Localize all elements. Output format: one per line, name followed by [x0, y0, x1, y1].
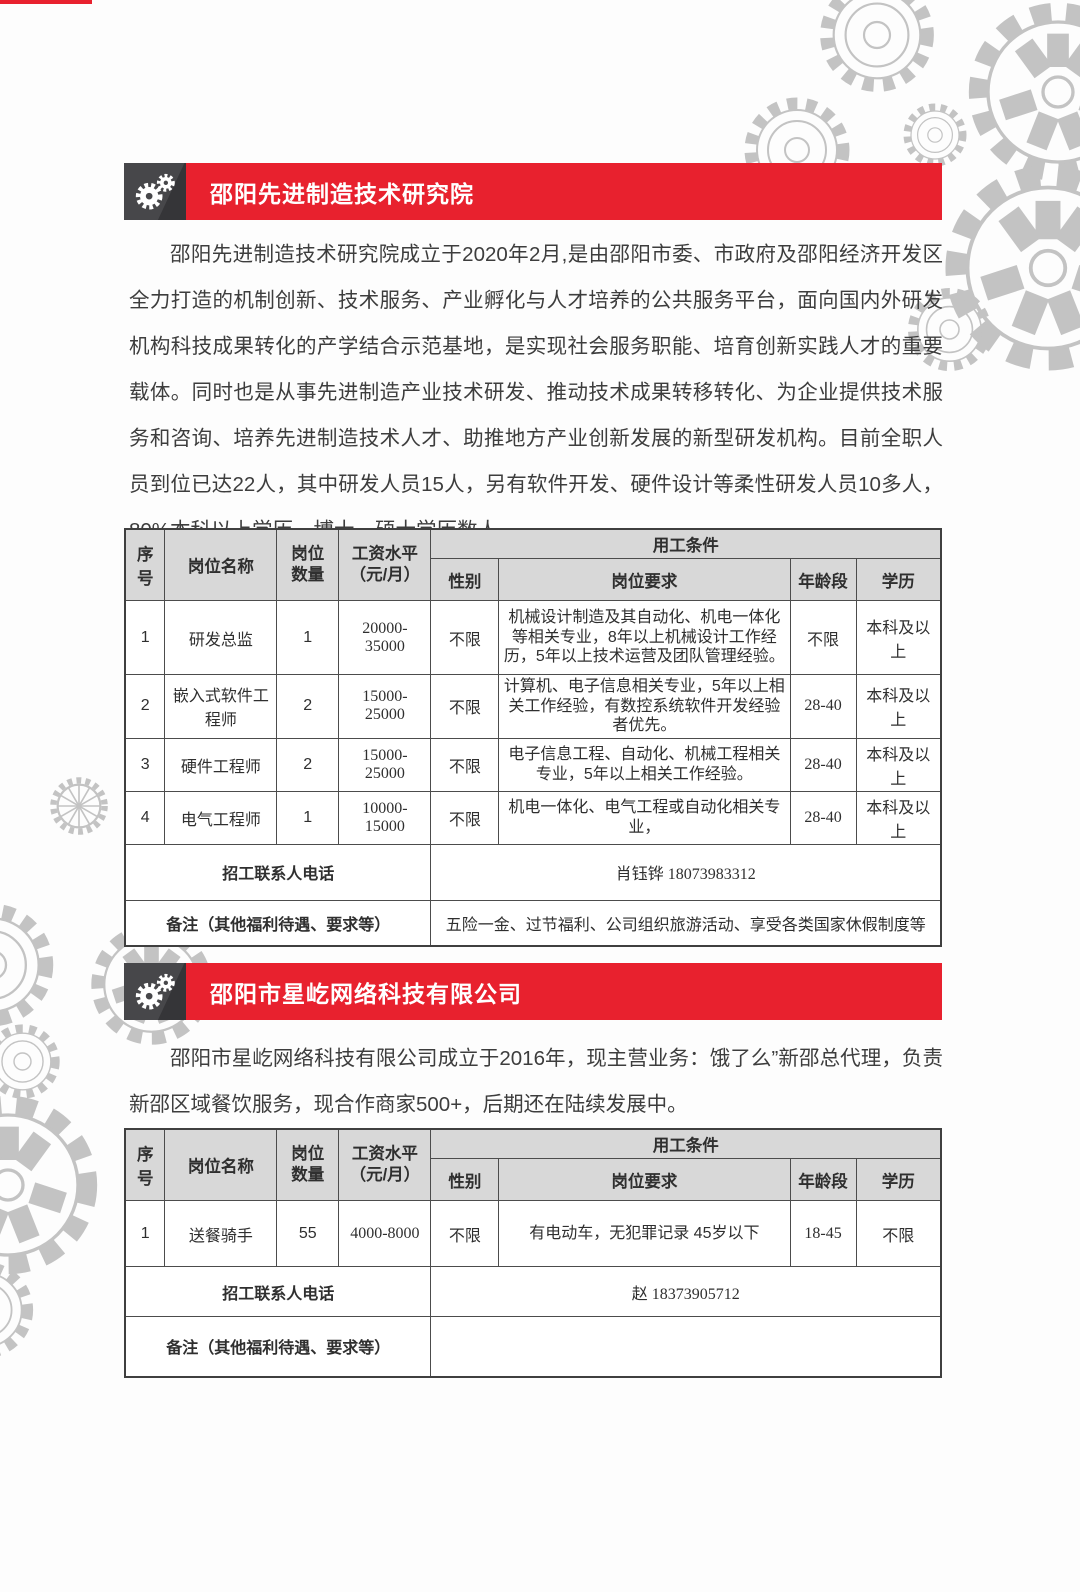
col-header-gender: 性别 — [430, 1158, 500, 1201]
cell-requirements: 计算机、电子信息相关专业，5年以上相关工作经验，有数控系统软件开发经验者优先。 — [498, 674, 791, 739]
cell-education: 本科及以上 — [855, 790, 942, 845]
cell-education: 本科及以上 — [855, 600, 942, 675]
top-red-strip — [0, 0, 92, 4]
col-header-position: 岗位名称 — [164, 1128, 278, 1201]
cell-requirements: 电子信息工程、自动化、机械工程相关专业，5年以上相关工作经验。 — [498, 737, 791, 792]
contact-label: 招工联系人电话 — [124, 1266, 432, 1317]
col-header-conditions: 用工条件 — [430, 528, 942, 559]
col-header-requirements: 岗位要求 — [498, 558, 791, 601]
section-research-institute: 邵阳先进制造技术研究院 — [124, 163, 942, 220]
cell-age: 28-40 — [789, 737, 857, 792]
cell-salary: 10000-15000 — [338, 790, 432, 845]
gears-icon — [135, 173, 175, 209]
cell-gender: 不限 — [430, 1200, 500, 1267]
banner-red-bar: 邵阳市星屹网络科技有限公司 — [186, 963, 942, 1020]
cell-quantity: 2 — [276, 737, 340, 792]
cell-gender: 不限 — [430, 674, 500, 739]
col-header-salary: 工资水平 （元/月） — [338, 528, 432, 601]
remark-label: 备注（其他福利待遇、要求等） — [124, 1316, 432, 1377]
cell-position: 嵌入式软件工程师 — [164, 674, 278, 739]
cell-index: 4 — [124, 790, 166, 845]
cell-quantity: 1 — [276, 600, 340, 675]
contact-label: 招工联系人电话 — [124, 843, 432, 901]
remark-value — [430, 1316, 942, 1377]
cell-age: 28-40 — [789, 790, 857, 845]
cell-position: 电气工程师 — [164, 790, 278, 845]
cell-index: 2 — [124, 674, 166, 739]
cell-education: 本科及以上 — [855, 737, 942, 792]
table-row: 1 研发总监 1 20000-35000 不限 机械设计制造及其自动化、机电一体… — [124, 600, 942, 675]
col-header-education: 学历 — [855, 1158, 942, 1201]
contact-row: 招工联系人电话 赵 18373905712 — [124, 1266, 942, 1317]
cell-position: 硬件工程师 — [164, 737, 278, 792]
col-header-conditions: 用工条件 — [430, 1128, 942, 1159]
remark-row: 备注（其他福利待遇、要求等） — [124, 1316, 942, 1377]
remark-value: 五险一金、过节福利、公司组织旅游活动、享受各类国家休假制度等 — [430, 899, 942, 947]
col-header-gender: 性别 — [430, 558, 500, 601]
cell-requirements: 有电动车，无犯罪记录 45岁以下 — [498, 1200, 791, 1267]
col-header-index: 序号 — [124, 528, 166, 601]
contact-value: 赵 18373905712 — [430, 1266, 942, 1317]
cell-index: 3 — [124, 737, 166, 792]
col-header-index: 序号 — [124, 1128, 166, 1201]
cell-quantity: 55 — [276, 1200, 340, 1267]
table-row: 2 嵌入式软件工程师 2 15000-25000 不限 计算机、电子信息相关专业… — [124, 674, 942, 739]
col-header-quantity: 岗位 数量 — [276, 528, 340, 601]
col-header-age: 年龄段 — [789, 1158, 857, 1201]
cell-gender: 不限 — [430, 737, 500, 792]
remark-label: 备注（其他福利待遇、要求等） — [124, 899, 432, 947]
gears-icon — [135, 973, 175, 1009]
cell-gender: 不限 — [430, 600, 500, 675]
cell-education: 不限 — [855, 1200, 942, 1267]
cell-salary: 15000-25000 — [338, 674, 432, 739]
cell-position: 研发总监 — [164, 600, 278, 675]
contact-row: 招工联系人电话 肖钰铧 18073983312 — [124, 843, 942, 901]
page-title: 邵阳先进制造技术研究院 — [210, 180, 474, 207]
cell-salary: 20000-35000 — [338, 600, 432, 675]
banner-icon-box — [124, 963, 186, 1020]
cell-index: 1 — [124, 1200, 166, 1267]
col-header-salary: 工资水平 （元/月） — [338, 1128, 432, 1201]
company-intro: 邵阳市星屹网络科技有限公司成立于2016年，现主营业务：饿了么”新邵总代理，负责… — [129, 1047, 943, 1116]
company-intro: 邵阳先进制造技术研究院成立于2020年2月,是由邵阳市委、市政府及邵阳经济开发区… — [129, 243, 943, 542]
cell-quantity: 2 — [276, 674, 340, 739]
cell-requirements: 机械设计制造及其自动化、机电一体化等相关专业，8年以上机械设计工作经历，5年以上… — [498, 600, 791, 675]
remark-row: 备注（其他福利待遇、要求等） 五险一金、过节福利、公司组织旅游活动、享受各类国家… — [124, 899, 942, 947]
cell-age: 28-40 — [789, 674, 857, 739]
col-header-requirements: 岗位要求 — [498, 1158, 791, 1201]
col-header-position: 岗位名称 — [164, 528, 278, 601]
banner-red-bar: 邵阳先进制造技术研究院 — [186, 163, 942, 220]
col-header-education: 学历 — [855, 558, 942, 601]
cell-requirements: 机电一体化、电气工程或自动化相关专业， — [498, 790, 791, 845]
cell-age: 不限 — [789, 600, 857, 675]
cell-position: 送餐骑手 — [164, 1200, 278, 1267]
table-row: 4 电气工程师 1 10000-15000 不限 机电一体化、电气工程或自动化相… — [124, 790, 942, 845]
cell-education: 本科及以上 — [855, 674, 942, 739]
cell-age: 18-45 — [789, 1200, 857, 1267]
cell-gender: 不限 — [430, 790, 500, 845]
section-banner: 邵阳先进制造技术研究院 — [124, 163, 942, 220]
col-header-quantity: 岗位 数量 — [276, 1128, 340, 1201]
jobs-table: 序号 岗位名称 岗位 数量 工资水平 （元/月） 用工条件 性别 岗位要求 年龄… — [124, 1128, 942, 1378]
contact-value: 肖钰铧 18073983312 — [430, 843, 942, 901]
cell-salary: 4000-8000 — [338, 1200, 432, 1267]
section-network-company: 邵阳市星屹网络科技有限公司 — [124, 963, 942, 1020]
page-title: 邵阳市星屹网络科技有限公司 — [210, 980, 522, 1007]
cell-salary: 15000-25000 — [338, 737, 432, 792]
table-row: 1 送餐骑手 55 4000-8000 不限 有电动车，无犯罪记录 45岁以下 … — [124, 1200, 942, 1267]
table-row: 3 硬件工程师 2 15000-25000 不限 电子信息工程、自动化、机械工程… — [124, 737, 942, 792]
banner-icon-box — [124, 163, 186, 220]
cell-index: 1 — [124, 600, 166, 675]
col-header-age: 年龄段 — [789, 558, 857, 601]
section-banner: 邵阳市星屹网络科技有限公司 — [124, 963, 942, 1020]
jobs-table: 序号 岗位名称 岗位 数量 工资水平 （元/月） 用工条件 性别 岗位要求 年龄… — [124, 528, 942, 947]
cell-quantity: 1 — [276, 790, 340, 845]
